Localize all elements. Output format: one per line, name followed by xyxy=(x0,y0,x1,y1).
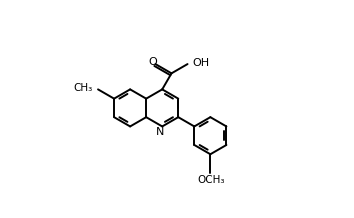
Text: OH: OH xyxy=(192,58,210,68)
Text: O: O xyxy=(148,57,157,67)
Text: N: N xyxy=(156,127,165,137)
Text: CH₃: CH₃ xyxy=(73,83,93,93)
Text: OCH₃: OCH₃ xyxy=(198,175,225,185)
